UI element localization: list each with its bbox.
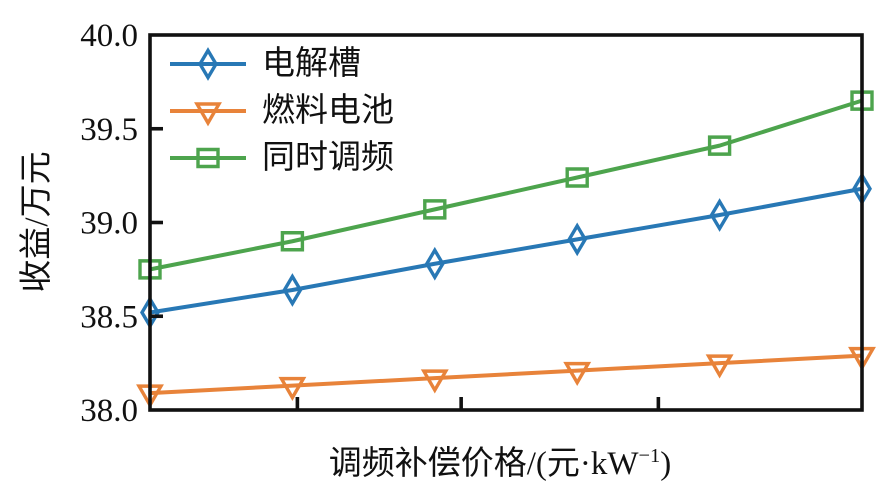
y-tick-label: 39.0 xyxy=(80,206,138,242)
data-marker-同时调频-1 xyxy=(138,259,162,280)
y-tick-label: 38.5 xyxy=(80,299,138,335)
data-marker-电解槽-5 xyxy=(709,198,730,232)
diamond-marker-swatch-icon xyxy=(170,47,246,81)
y-tick-label: 38.0 xyxy=(80,393,138,429)
legend: 电解槽燃料电池同时调频 xyxy=(168,44,394,178)
data-marker-同时调频-3 xyxy=(423,199,447,220)
legend-label: 燃料电池 xyxy=(262,92,394,129)
legend-item-电解槽: 电解槽 xyxy=(168,44,394,84)
legend-item-同时调频: 同时调频 xyxy=(168,138,394,178)
series-line-燃料电池 xyxy=(149,353,863,396)
y-tick-label: 39.5 xyxy=(80,112,138,148)
data-marker-同时调频-4 xyxy=(565,167,589,188)
series-line-同时调频 xyxy=(149,98,863,272)
x-axis-title-superscript: −1 xyxy=(638,445,661,467)
data-marker-同时调频-5 xyxy=(707,135,732,156)
square-marker-swatch-icon xyxy=(170,147,246,169)
x-axis-title-text: 调频补偿价格/(元·kW xyxy=(328,446,639,482)
data-marker-燃料电池-4 xyxy=(563,361,592,387)
data-marker-燃料电池-2 xyxy=(278,376,307,402)
legend-item-燃料电池: 燃料电池 xyxy=(168,91,394,131)
data-marker-电解槽-2 xyxy=(282,273,303,307)
y-axis-title: 收益/万元 xyxy=(19,151,55,293)
data-marker-同时调频-2 xyxy=(280,231,305,252)
data-marker-电解槽-4 xyxy=(567,222,588,257)
triangle-down-marker-swatch-icon xyxy=(170,102,246,127)
data-marker-电解槽-3 xyxy=(424,246,445,281)
series-line-电解槽 xyxy=(149,186,863,315)
data-marker-同时调频-6 xyxy=(850,90,874,111)
x-axis-title: 调频补偿价格/(元·kW−1) xyxy=(329,436,672,484)
data-marker-燃料电池-5 xyxy=(705,354,734,379)
x-axis-title-close: ) xyxy=(660,446,672,482)
y-tick-label: 40.0 xyxy=(80,18,138,54)
legend-label: 电解槽 xyxy=(262,45,361,82)
data-marker-燃料电池-3 xyxy=(420,369,449,394)
legend-label: 同时调频 xyxy=(262,139,394,176)
